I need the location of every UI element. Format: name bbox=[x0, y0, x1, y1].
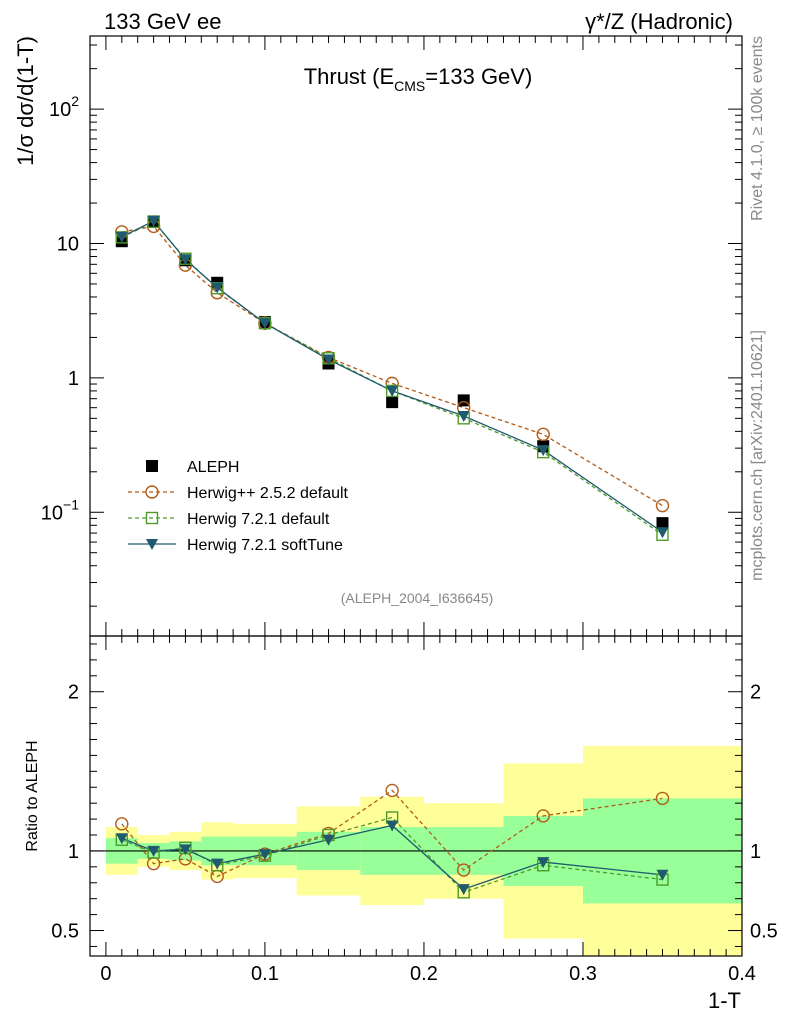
herwig721_soft-ratio-point bbox=[537, 857, 550, 869]
ratio-plot-panel: 0 0.1 0.2 0.3 0.4 0.5 0.5 1 1 2 2 Ratio to ALEPH 1… bbox=[24, 635, 778, 1013]
herwig721_soft-main-point bbox=[386, 385, 399, 397]
aleph-main-point bbox=[656, 517, 669, 530]
herwig721_soft-ratio-point bbox=[258, 849, 271, 861]
herwig721_soft-main-point bbox=[179, 254, 192, 266]
x-tick-label: 0 bbox=[100, 963, 111, 985]
main-y-tick-label: 10 bbox=[57, 233, 79, 255]
ratio-y-tick-label-left: 1 bbox=[68, 841, 79, 863]
herwig721_soft-main-point bbox=[322, 354, 335, 366]
herwigpp-ratio-point bbox=[115, 817, 129, 831]
x-tick-label: 0.4 bbox=[728, 963, 756, 985]
herwig721_soft-ratio-point bbox=[147, 845, 160, 857]
herwigpp-main-point bbox=[655, 498, 670, 513]
ratio-y-tick-label-right: 2 bbox=[750, 682, 761, 704]
x-tick-label: 0.2 bbox=[410, 963, 438, 985]
herwigpp-main-point bbox=[536, 427, 550, 442]
herwig721_soft-main-point bbox=[537, 445, 550, 457]
legend: ALEPH Herwig++ 2.5.2 default Herwig 7.2.1 … bbox=[128, 459, 349, 554]
legend-label: Herwig 7.2.1 default bbox=[187, 511, 330, 528]
herwig721_soft-ratio-point bbox=[179, 844, 192, 856]
rivet-version-text: Rivet 4.1.0, ≥ 100k events bbox=[749, 36, 766, 221]
herwigpp-ratio-point bbox=[655, 791, 670, 806]
ratio-y-axis-label: Ratio to ALEPH bbox=[24, 740, 41, 851]
legend-label: Herwig++ 2.5.2 default bbox=[187, 485, 349, 502]
herwigpp-ratio-point bbox=[385, 783, 399, 798]
herwig721_soft-ratio-point bbox=[115, 833, 128, 845]
herwig721_soft-main-point bbox=[115, 231, 128, 243]
main-y-axis-label: 1/σ dσ/d(1-T) bbox=[13, 36, 38, 166]
aleph-main-point bbox=[457, 394, 470, 407]
main-y-tick-label: 102 bbox=[49, 93, 79, 121]
herwig721_soft-ratio-point bbox=[656, 869, 669, 881]
header-process-label: γ*/Z (Hadronic) bbox=[585, 9, 733, 34]
herwigpp-ratio-point bbox=[536, 809, 550, 823]
legend-label: Herwig 7.2.1 softTune bbox=[187, 537, 343, 554]
herwig721_soft-main-point bbox=[656, 527, 669, 539]
herwigpp-ratio-point bbox=[457, 863, 471, 877]
ratio-y-tick-label-right: 0.5 bbox=[750, 921, 778, 943]
main-y-tick-label: 1 bbox=[68, 368, 79, 390]
x-axis-label: 1-T bbox=[708, 988, 741, 1013]
herwig721_soft-main-point bbox=[258, 318, 271, 330]
x-tick-label: 0.1 bbox=[251, 963, 279, 985]
legend-label: ALEPH bbox=[187, 459, 239, 476]
herwig721_default-legend-marker bbox=[145, 511, 159, 525]
aleph-legend-marker bbox=[146, 460, 158, 472]
herwigpp-legend-marker bbox=[145, 485, 159, 499]
herwig721_soft-ratio-point bbox=[211, 858, 224, 870]
plot-title: Thrust (ECMS=133 GeV) bbox=[304, 64, 533, 94]
herwigpp-ratio-line bbox=[121, 789, 663, 878]
ratio-y-tick-label-right: 1 bbox=[750, 841, 761, 863]
herwig721_soft-ratio-point bbox=[322, 834, 335, 846]
herwig721_soft-ratio-point bbox=[457, 884, 470, 896]
ratio-plot-frame bbox=[89, 635, 743, 957]
ratio-y-tick-label-left: 0.5 bbox=[51, 921, 79, 943]
herwig721_soft-ratio-line bbox=[121, 824, 663, 890]
main-y-tick-label: 10−1 bbox=[41, 496, 79, 524]
mcplots-reference-text: mcplots.cern.ch [arXiv:2401.10621] bbox=[749, 330, 766, 581]
herwigpp-main-line bbox=[121, 225, 663, 507]
herwig721_soft-main-point bbox=[147, 216, 160, 228]
herwig721_soft-legend-marker bbox=[146, 539, 158, 550]
ratio-y-tick-label-left: 2 bbox=[68, 682, 79, 704]
x-tick-label: 0.3 bbox=[569, 963, 597, 985]
herwig721_soft-main-line bbox=[121, 220, 663, 533]
main-plot-panel: 102 10 1 10−1 Thrust (ECMS=133 GeV) (ALEPH_… bbox=[13, 35, 743, 637]
header-energy-label: 133 GeV ee bbox=[104, 9, 221, 34]
analysis-tag: (ALEPH_2004_I636645) bbox=[341, 590, 494, 606]
herwig721_soft-main-point bbox=[211, 282, 224, 294]
aleph-main-point bbox=[386, 396, 399, 409]
herwig721_soft-ratio-point bbox=[386, 820, 399, 832]
herwig721_soft-main-point bbox=[457, 411, 470, 423]
